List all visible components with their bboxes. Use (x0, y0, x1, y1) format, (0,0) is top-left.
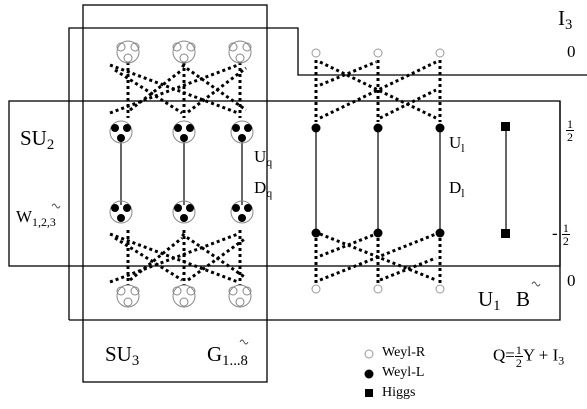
quark-r-bottom-1 (116, 284, 140, 308)
su3-label: SU3 (105, 342, 140, 369)
quark-dq-3 (230, 200, 254, 224)
quark-r-top-3 (228, 40, 252, 64)
legend-weyl-r-icon (364, 349, 374, 359)
quark-r-top-1 (116, 40, 140, 64)
gluon-lines-bottom (109, 230, 247, 285)
quark-uq-1 (109, 120, 133, 144)
uq-label: Uq (254, 147, 273, 169)
legend-weyl-l-icon (364, 369, 374, 379)
g-boson-label: G1...8 (207, 342, 248, 369)
quark-dq-1 (109, 200, 133, 224)
legend-higgs: Higgs (382, 385, 416, 400)
legend-weyl-r: Weyl-R (382, 345, 426, 360)
charge-formula: Q= 1 2 Y + I3 (493, 343, 565, 370)
quark-uq-3 (230, 120, 254, 144)
lepton-lines-top (314, 60, 442, 122)
b-boson-label: B (516, 287, 531, 311)
quark-r-bottom-3 (228, 284, 252, 308)
quark-r-top-2 (172, 40, 196, 64)
isospin-top-zero: 0 (567, 42, 576, 61)
su2-box (8, 100, 561, 267)
quark-uq-2 (172, 120, 196, 144)
dq-label: Dq (254, 178, 273, 200)
u1-box (68, 27, 587, 320)
higgs-squares (501, 122, 510, 238)
gluon-lines-top (109, 62, 247, 118)
isospin-bottom-zero: 0 (567, 271, 576, 290)
legend-higgs-icon (365, 389, 373, 397)
isospin-header: I3 (558, 6, 573, 33)
legend-markers (364, 349, 374, 397)
dl-label: Dl (449, 178, 465, 200)
u1-label: U1 (478, 287, 501, 314)
doublet-links (120, 130, 507, 232)
su2-label: SU2 (20, 126, 55, 153)
quark-dq-2 (172, 200, 196, 224)
lepton-lines-bottom (314, 232, 442, 284)
ul-label: Ul (449, 133, 465, 155)
su3-box (82, 4, 268, 383)
quark-r-bottom-2 (172, 284, 196, 308)
quark-filled-dots (111, 124, 252, 222)
w-boson-label: W1,2,3 (16, 207, 56, 229)
lepton-l-dots (311, 123, 445, 238)
boson-wiggles (51, 203, 541, 345)
lepton-r-dots (311, 48, 445, 294)
quark-triplets (109, 40, 254, 308)
legend-weyl-l: Weyl-L (382, 365, 425, 380)
